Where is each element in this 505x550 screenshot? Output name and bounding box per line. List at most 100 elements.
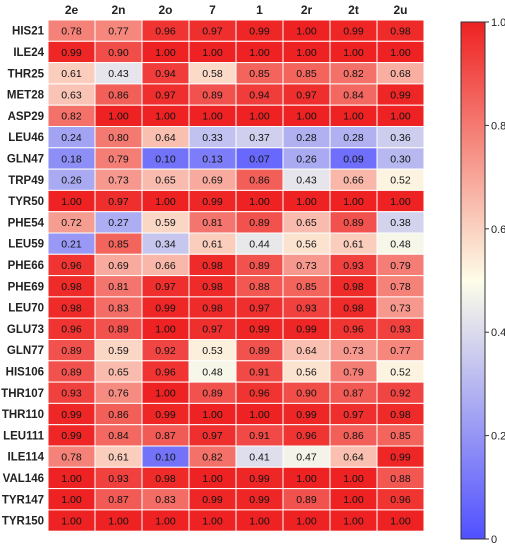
cell-value-label: 1.00	[296, 515, 317, 527]
cell-value-label: 0.61	[202, 238, 223, 250]
cell-value-label: 1.00	[296, 196, 317, 208]
colorbar-tick-label: 0.4	[491, 327, 505, 339]
cell-value-label: 1.00	[155, 515, 176, 527]
cell-value-label: 0.09	[343, 153, 364, 165]
cell-value-label: 0.61	[61, 68, 82, 80]
cell-value-label: 0.89	[202, 89, 223, 101]
cell-value-label: 0.28	[296, 132, 317, 144]
colorbar-tick-label: 0	[491, 534, 497, 546]
cell-value-label: 0.81	[108, 281, 129, 293]
cell-value-label: 0.83	[108, 302, 129, 314]
cell-value-label: 0.96	[61, 324, 82, 336]
cell-value-label: 1.00	[343, 196, 364, 208]
column-label: 2e	[65, 3, 79, 17]
cell-value-label: 0.94	[249, 89, 270, 101]
cell-value-label: 0.78	[390, 281, 411, 293]
cell-value-label: 0.89	[343, 217, 364, 229]
column-labels: 2e 2n 2o 7 1 2r 2t 2u	[65, 3, 408, 17]
cell-value-label: 0.59	[155, 217, 176, 229]
cell-value-label: 0.33	[202, 132, 223, 144]
cell-value-label: 0.92	[155, 345, 176, 357]
cell-value-label: 0.53	[202, 345, 223, 357]
cell-value-label: 0.97	[202, 430, 223, 442]
cell-value-label: 1.00	[296, 25, 317, 37]
cell-value-label: 0.43	[108, 68, 129, 80]
cell-value-label: 0.84	[108, 430, 129, 442]
cell-value-label: 0.98	[390, 409, 411, 421]
cell-value-label: 0.47	[296, 451, 317, 463]
column-label: 2o	[158, 3, 172, 17]
cell-value-label: 0.65	[296, 217, 317, 229]
cell-value-label: 0.13	[202, 153, 223, 165]
cell-value-label: 1.00	[61, 494, 82, 506]
cell-value-label: 0.99	[343, 25, 364, 37]
cell-value-label: 0.86	[108, 409, 129, 421]
cell-value-label: 0.90	[108, 47, 129, 59]
cell-value-label: 1.00	[108, 111, 129, 123]
row-label: MET28	[7, 90, 45, 102]
cell-value-label: 1.00	[390, 47, 411, 59]
cell-value-label: 0.99	[249, 324, 270, 336]
cell-value-label: 0.97	[202, 324, 223, 336]
cell-value-label: 1.00	[296, 111, 317, 123]
column-label: 2t	[348, 3, 359, 17]
cell-value-label: 0.63	[61, 89, 82, 101]
row-label: LEU46	[8, 132, 44, 144]
cell-value-label: 0.88	[390, 473, 411, 485]
cell-value-label: 0.87	[155, 430, 176, 442]
cell-value-label: 0.73	[296, 260, 317, 272]
cell-value-label: 0.52	[390, 175, 411, 187]
cell-value-label: 0.27	[108, 217, 129, 229]
cell-value-label: 0.99	[249, 494, 270, 506]
row-label: TYR150	[2, 516, 44, 528]
cell-value-label: 0.34	[155, 238, 176, 250]
cell-value-label: 0.98	[343, 302, 364, 314]
cell-value-label: 0.86	[108, 89, 129, 101]
cell-value-label: 0.99	[296, 409, 317, 421]
row-label: GLN77	[7, 345, 44, 357]
cell-value-label: 0.98	[343, 281, 364, 293]
cell-value-label: 0.96	[155, 366, 176, 378]
cell-value-label: 0.90	[296, 388, 317, 400]
cell-value-label: 0.89	[249, 217, 270, 229]
cell-value-label: 0.43	[296, 175, 317, 187]
row-label: TRP49	[8, 175, 44, 187]
cell-value-label: 0.79	[108, 153, 129, 165]
cell-value-label: 0.99	[155, 302, 176, 314]
row-label: ILE24	[13, 47, 44, 59]
cell-value-label: 1.00	[343, 515, 364, 527]
cell-value-label: 0.99	[296, 324, 317, 336]
cell-value-label: 0.98	[155, 473, 176, 485]
cell-value-label: 0.56	[296, 238, 317, 250]
cell-value-label: 0.99	[249, 473, 270, 485]
cell-value-label: 0.85	[249, 68, 270, 80]
cell-value-label: 0.89	[296, 494, 317, 506]
cell-value-label: 1.00	[61, 515, 82, 527]
cell-value-label: 0.73	[343, 345, 364, 357]
cell-value-label: 0.48	[202, 366, 223, 378]
row-label: TYR147	[2, 494, 44, 506]
cell-value-label: 0.96	[343, 324, 364, 336]
cell-value-label: 0.48	[390, 238, 411, 250]
cell-value-label: 0.99	[61, 430, 82, 442]
cell-value-label: 0.98	[390, 25, 411, 37]
cell-value-label: 1.00	[390, 196, 411, 208]
cell-value-label: 0.91	[249, 366, 270, 378]
cell-value-label: 1.00	[108, 515, 129, 527]
row-labels: HIS21 ILE24 THR25 MET28 ASP29 LEU46 GLN47 TRP49…	[1, 26, 44, 528]
cell-value-label: 0.73	[390, 302, 411, 314]
cell-value-label: 0.78	[61, 451, 82, 463]
cell-value-label: 0.97	[296, 89, 317, 101]
cell-value-label: 0.89	[202, 388, 223, 400]
row-label: PHE54	[8, 217, 45, 229]
cell-value-label: 1.00	[296, 47, 317, 59]
cell-value-label: 0.82	[202, 451, 223, 463]
cell-value-label: 0.10	[155, 451, 176, 463]
cell-value-label: 0.18	[61, 153, 82, 165]
cell-value-label: 0.99	[202, 494, 223, 506]
cell-value-label: 0.83	[155, 494, 176, 506]
cell-value-label: 1.00	[61, 473, 82, 485]
row-label: PHE69	[8, 281, 44, 293]
cell-value-label: 0.99	[202, 196, 223, 208]
